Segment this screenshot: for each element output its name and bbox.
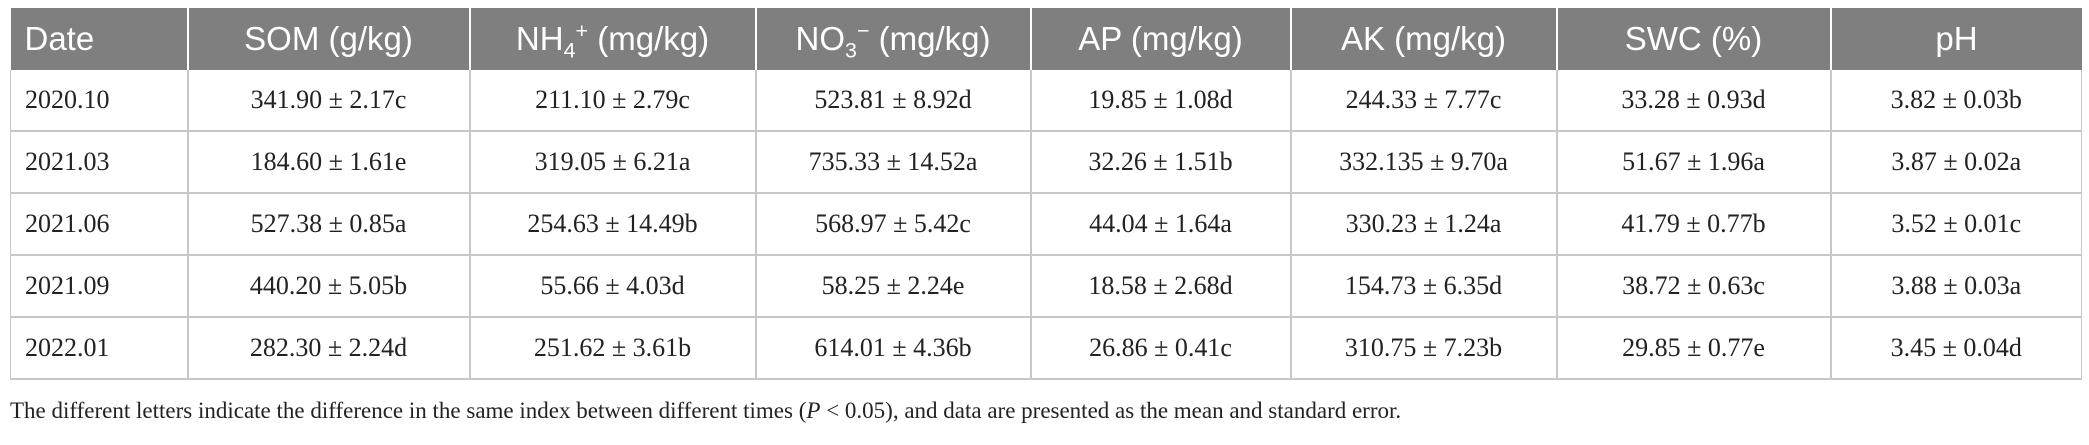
value-cell: 3.52 ± 0.01c	[1829, 193, 2082, 256]
column-header-label: SWC (%)	[1624, 20, 1763, 57]
value-cell: 614.01 ± 4.36b	[754, 317, 1031, 380]
value-cell: 568.97 ± 5.42c	[754, 193, 1031, 256]
table-body: 2020.10 341.90 ± 2.17c 211.10 ± 2.79c 523.8…	[10, 70, 2082, 380]
column-header-label: NO	[795, 20, 846, 57]
value-cell: 244.33 ± 7.77c	[1289, 70, 1557, 132]
column-header-superscript: −	[856, 19, 870, 43]
column-header-label: AK (mg/kg)	[1340, 20, 1507, 57]
value-cell: 330.23 ± 1.24a	[1289, 193, 1557, 256]
value-cell: 26.86 ± 0.41c	[1029, 317, 1291, 380]
value-cell: 735.33 ± 14.52a	[754, 131, 1031, 194]
column-header-superscript: +	[575, 19, 589, 43]
data-table-container: Date SOM (g/kg) NH4+ (mg/kg) NO3− (mg/kg) AP…	[10, 8, 2082, 380]
date-cell: 2022.01	[10, 317, 188, 380]
value-cell: 58.25 ± 2.24e	[754, 255, 1031, 318]
column-header: NH4+ (mg/kg)	[468, 8, 756, 70]
value-cell: 523.81 ± 8.92d	[754, 70, 1031, 132]
value-cell: 440.20 ± 5.05b	[186, 255, 470, 318]
value-cell: 55.66 ± 4.03d	[468, 255, 756, 318]
column-header-label: SOM (g/kg)	[244, 20, 413, 57]
value-cell: 51.67 ± 1.96a	[1555, 131, 1831, 194]
date-cell: 2020.10	[10, 70, 188, 132]
footnote-text-after: < 0.05), and data are presented as the m…	[820, 398, 1402, 423]
value-cell: 332.135 ± 9.70a	[1289, 131, 1557, 194]
value-cell: 3.45 ± 0.04d	[1829, 317, 2082, 380]
column-header: NO3− (mg/kg)	[754, 8, 1031, 70]
value-cell: 19.85 ± 1.08d	[1029, 70, 1291, 132]
date-cell: 2021.03	[10, 131, 188, 194]
value-cell: 3.88 ± 0.03a	[1829, 255, 2082, 318]
value-cell: 44.04 ± 1.64a	[1029, 193, 1291, 256]
value-cell: 319.05 ± 6.21a	[468, 131, 756, 194]
value-cell: 154.73 ± 6.35d	[1289, 255, 1557, 318]
date-cell: 2021.09	[10, 255, 188, 318]
column-header-unit: (mg/kg)	[588, 20, 710, 57]
value-cell: 341.90 ± 2.17c	[186, 70, 470, 132]
column-header-subscript: 3	[845, 38, 857, 63]
column-header-subscript: 4	[563, 38, 576, 63]
value-cell: 527.38 ± 0.85a	[186, 193, 470, 256]
table-header-row: Date SOM (g/kg) NH4+ (mg/kg) NO3− (mg/kg) AP…	[10, 8, 2082, 70]
column-header-label: NH	[515, 20, 564, 57]
table-row: 2022.01 282.30 ± 2.24d 251.62 ± 3.61b 614.0…	[10, 317, 2082, 380]
column-header: Date	[10, 8, 188, 70]
value-cell: 38.72 ± 0.63c	[1555, 255, 1831, 318]
value-cell: 310.75 ± 7.23b	[1289, 317, 1557, 380]
table-row: 2021.03 184.60 ± 1.61e 319.05 ± 6.21a 735.3…	[10, 131, 2082, 194]
column-header-label: Date	[24, 20, 95, 57]
value-cell: 29.85 ± 0.77e	[1555, 317, 1831, 380]
value-cell: 3.87 ± 0.02a	[1829, 131, 2082, 194]
value-cell: 184.60 ± 1.61e	[186, 131, 470, 194]
value-cell: 33.28 ± 0.93d	[1555, 70, 1831, 132]
value-cell: 3.82 ± 0.03b	[1829, 70, 2082, 132]
column-header: SOM (g/kg)	[186, 8, 470, 70]
footnote-text-before: The different letters indicate the diffe…	[10, 398, 807, 423]
table-row: 2020.10 341.90 ± 2.17c 211.10 ± 2.79c 523.8…	[10, 70, 2082, 132]
date-cell: 2021.06	[10, 193, 188, 256]
column-header: pH	[1829, 8, 2082, 70]
data-table: Date SOM (g/kg) NH4+ (mg/kg) NO3− (mg/kg) AP…	[10, 8, 2082, 380]
value-cell: 251.62 ± 3.61b	[468, 317, 756, 380]
footnote-p-symbol: P	[806, 398, 821, 423]
value-cell: 211.10 ± 2.79c	[468, 70, 756, 132]
table-footnote: The different letters indicate the diffe…	[10, 398, 1401, 424]
value-cell: 282.30 ± 2.24d	[186, 317, 470, 380]
table-row: 2021.06 527.38 ± 0.85a 254.63 ± 14.49b 568.…	[10, 193, 2082, 256]
column-header-label: pH	[1935, 20, 1978, 57]
column-header: SWC (%)	[1555, 8, 1831, 70]
value-cell: 254.63 ± 14.49b	[468, 193, 756, 256]
column-header-label: AP (mg/kg)	[1078, 20, 1243, 57]
column-header: AK (mg/kg)	[1289, 8, 1557, 70]
table-row: 2021.09 440.20 ± 5.05b 55.66 ± 4.03d 58.25 …	[10, 255, 2082, 318]
column-header-unit: (mg/kg)	[869, 20, 991, 57]
value-cell: 41.79 ± 0.77b	[1555, 193, 1831, 256]
column-header: AP (mg/kg)	[1029, 8, 1291, 70]
value-cell: 32.26 ± 1.51b	[1029, 131, 1291, 194]
value-cell: 18.58 ± 2.68d	[1029, 255, 1291, 318]
